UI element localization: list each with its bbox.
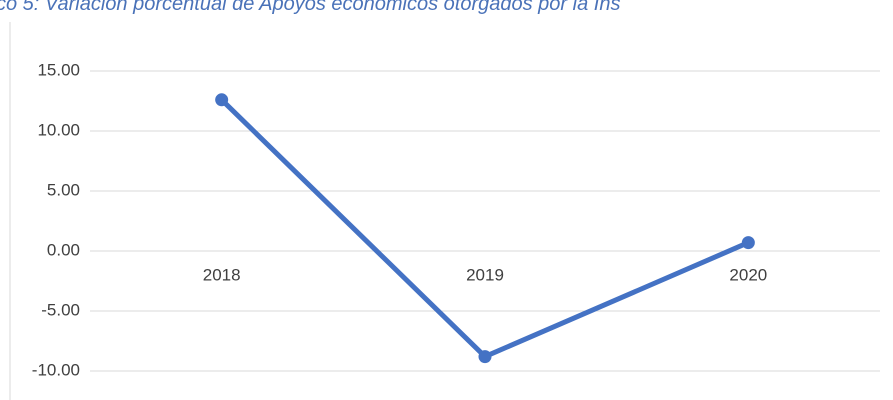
x-tick-label: 2018	[203, 265, 241, 284]
y-tick-label: 5.00	[47, 180, 80, 199]
y-tick-label: -5.00	[41, 300, 80, 319]
y-tick-label: 10.00	[37, 120, 80, 139]
x-tick-label: 2019	[466, 265, 504, 284]
chart-title: co 5: Variación porcentual de Apoyos eco…	[0, 0, 620, 15]
y-tick-label: 0.00	[47, 240, 80, 259]
data-line	[219, 98, 750, 360]
y-tick-label: 15.00	[37, 60, 80, 79]
data-point	[741, 236, 755, 250]
y-tick-label: -10.00	[32, 360, 80, 379]
data-point	[478, 350, 492, 364]
data-point	[215, 93, 229, 107]
x-tick-label: 2020	[729, 265, 767, 284]
